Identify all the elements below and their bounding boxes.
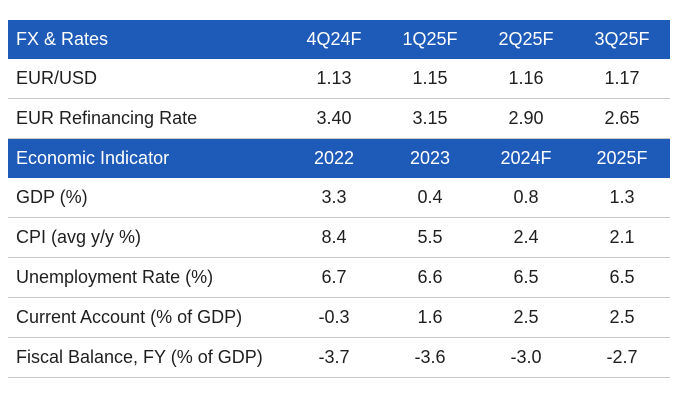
table-cell: 2.90	[478, 98, 574, 139]
table-cell: 2.5	[574, 297, 670, 338]
column-header-2024f: 2024F	[478, 138, 574, 178]
table-cell: 0.4	[382, 177, 478, 218]
table-cell: 1.13	[286, 58, 382, 99]
table-cell: 2.1	[574, 217, 670, 258]
forecast-table: FX & Rates 4Q24F 1Q25F 2Q25F 3Q25F EUR/U…	[8, 20, 670, 378]
column-header-2023: 2023	[382, 138, 478, 178]
table-cell: -3.6	[382, 337, 478, 378]
economic-indicator-header-row: Economic Indicator 2022 2023 2024F 2025F	[8, 138, 670, 178]
table-cell: 6.5	[574, 257, 670, 298]
forecast-table-container: FX & Rates 4Q24F 1Q25F 2Q25F 3Q25F EUR/U…	[8, 20, 670, 378]
table-cell: 5.5	[382, 217, 478, 258]
table-row-eur-usd: EUR/USD 1.13 1.15 1.16 1.17	[8, 58, 670, 99]
column-header-2022: 2022	[286, 138, 382, 178]
table-cell: 6.6	[382, 257, 478, 298]
row-label: Fiscal Balance, FY (% of GDP)	[8, 337, 286, 378]
table-row-current-account: Current Account (% of GDP) -0.3 1.6 2.5 …	[8, 297, 670, 338]
column-header-2025f: 2025F	[574, 138, 670, 178]
table-cell: 1.6	[382, 297, 478, 338]
table-cell: 3.40	[286, 98, 382, 139]
column-header-1q25f: 1Q25F	[382, 20, 478, 59]
table-cell: -0.3	[286, 297, 382, 338]
row-label: GDP (%)	[8, 177, 286, 218]
table-cell: -3.7	[286, 337, 382, 378]
table-cell: 6.7	[286, 257, 382, 298]
economic-indicator-section-title: Economic Indicator	[8, 138, 286, 178]
table-cell: 1.16	[478, 58, 574, 99]
row-label: Unemployment Rate (%)	[8, 257, 286, 298]
table-cell: 6.5	[478, 257, 574, 298]
table-cell: 2.4	[478, 217, 574, 258]
column-header-4q24f: 4Q24F	[286, 20, 382, 59]
fx-rates-header-row: FX & Rates 4Q24F 1Q25F 2Q25F 3Q25F	[8, 20, 670, 59]
table-cell: 2.65	[574, 98, 670, 139]
table-row-unemployment-rate: Unemployment Rate (%) 6.7 6.6 6.5 6.5	[8, 257, 670, 298]
table-row-gdp: GDP (%) 3.3 0.4 0.8 1.3	[8, 177, 670, 218]
row-label: EUR/USD	[8, 58, 286, 99]
table-cell: 3.15	[382, 98, 478, 139]
table-row-cpi: CPI (avg y/y %) 8.4 5.5 2.4 2.1	[8, 217, 670, 258]
row-label: Current Account (% of GDP)	[8, 297, 286, 338]
table-cell: 1.3	[574, 177, 670, 218]
table-cell: -2.7	[574, 337, 670, 378]
fx-rates-section-title: FX & Rates	[8, 20, 286, 59]
column-header-2q25f: 2Q25F	[478, 20, 574, 59]
table-cell: 1.15	[382, 58, 478, 99]
table-cell: 0.8	[478, 177, 574, 218]
table-cell: 2.5	[478, 297, 574, 338]
table-cell: 8.4	[286, 217, 382, 258]
table-cell: 1.17	[574, 58, 670, 99]
column-header-3q25f: 3Q25F	[574, 20, 670, 59]
table-row-fiscal-balance: Fiscal Balance, FY (% of GDP) -3.7 -3.6 …	[8, 337, 670, 378]
row-label: CPI (avg y/y %)	[8, 217, 286, 258]
row-label: EUR Refinancing Rate	[8, 98, 286, 139]
table-cell: 3.3	[286, 177, 382, 218]
table-cell: -3.0	[478, 337, 574, 378]
table-row-eur-refinancing-rate: EUR Refinancing Rate 3.40 3.15 2.90 2.65	[8, 98, 670, 139]
